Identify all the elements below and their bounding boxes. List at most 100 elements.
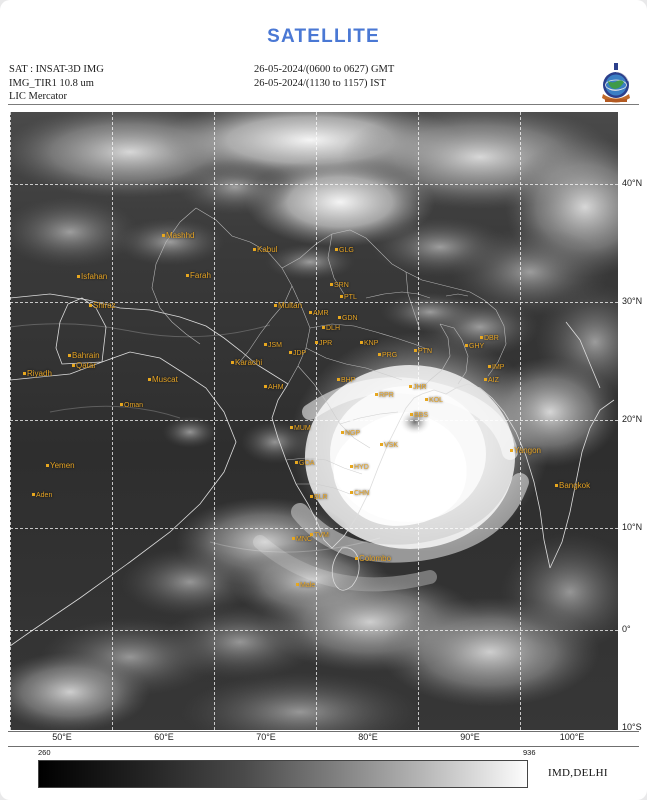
city-label-goa: GOA [295, 460, 315, 468]
city-label-text: JSM [268, 342, 282, 349]
city-label-text: AMR [313, 310, 329, 317]
lon-label-60e: 60°E [154, 732, 174, 742]
city-marker-icon [555, 484, 558, 487]
city-label-text: GHY [469, 343, 485, 350]
city-marker-icon [360, 341, 363, 344]
city-label-ptl: PTL [340, 294, 357, 302]
city-label-oman: Oman [120, 402, 143, 410]
city-label-text: BLR [314, 494, 328, 501]
time-gmt: 26-05-2024/(0600 to 0627) GMT [254, 64, 395, 75]
city-label-blr: BLR [310, 494, 328, 502]
city-label-ptn: PTN [414, 348, 432, 356]
lon-label-100e: 100°E [559, 732, 585, 742]
city-marker-icon [72, 364, 75, 367]
city-label-text: Muscat [152, 375, 178, 384]
colorbar-gradient [38, 760, 528, 788]
city-label-chn: CHN [350, 490, 369, 498]
city-label-muscat: Muscat [148, 376, 178, 384]
city-label-text: DBR [484, 335, 499, 342]
city-label-jsm: JSM [264, 342, 282, 350]
city-marker-icon [355, 557, 358, 560]
lat-label-10s: 10°S [622, 722, 642, 732]
city-marker-icon [340, 295, 343, 298]
gridline-lon-70 [214, 112, 215, 730]
city-marker-icon [465, 344, 468, 347]
axis-divider-top [8, 731, 639, 732]
city-label-text: TVM [314, 532, 329, 539]
city-marker-icon [77, 275, 80, 278]
longitude-axis: 50°E 60°E 70°E 80°E 90°E 100°E [10, 732, 618, 748]
city-label-dbr: DBR [480, 335, 499, 343]
city-label-yemen: Yemen [46, 462, 75, 470]
city-label-text: VSK [384, 442, 399, 449]
city-label-text: Aden [36, 492, 53, 499]
city-label-jpr: JPR [315, 340, 332, 348]
lat-label-30n: 30°N [622, 296, 643, 306]
city-marker-icon [186, 274, 189, 277]
city-marker-icon [338, 316, 341, 319]
city-label-text: MUM [294, 425, 311, 432]
city-label-riyadh: Riyadh [23, 370, 52, 378]
city-marker-icon [380, 443, 383, 446]
city-label-text: Farah [190, 271, 211, 280]
city-marker-icon [337, 378, 340, 381]
city-marker-icon [315, 341, 318, 344]
lon-label-70e: 70°E [256, 732, 276, 742]
city-label-rpr: RPR [375, 392, 394, 400]
city-label-text: KNP [364, 340, 379, 347]
lat-label-0: 0° [622, 624, 631, 634]
city-marker-icon [89, 304, 92, 307]
city-label-text: Male [300, 582, 316, 589]
city-label-isfahan: Isfahan [77, 273, 107, 281]
axis-divider-bottom [8, 746, 639, 747]
colorbar [38, 760, 528, 788]
city-label-hyd: HYD [350, 464, 369, 472]
city-label-tvm: TVM [310, 532, 329, 540]
satellite-image[interactable]: Mashhd Kabul Isfahan Farah Shiraz Multan GLG SR… [10, 112, 618, 730]
gridline-lon-100 [520, 112, 521, 730]
sat-channel-line: IMG_TIR1 10.8 um [9, 77, 94, 89]
city-label-text: Isfahan [81, 272, 108, 281]
city-label-bangkok: Bangkok [555, 482, 590, 490]
city-marker-icon [290, 426, 293, 429]
city-label-mnc: MNC [292, 536, 312, 544]
city-label-text: Kabul [257, 245, 278, 254]
city-label-text: HYD [354, 464, 369, 471]
city-label-text: RPR [379, 392, 394, 399]
city-label-imp: IMP [488, 364, 504, 372]
city-marker-icon [414, 349, 417, 352]
city-label-text: PTN [418, 348, 432, 355]
sat-name-line: SAT : INSAT-3D IMG [9, 64, 104, 75]
city-label-text: CHN [354, 490, 370, 497]
city-marker-icon [162, 234, 165, 237]
city-marker-icon [425, 398, 428, 401]
city-label-vsk: VSK [380, 442, 398, 450]
city-marker-icon [484, 378, 487, 381]
city-label-text: Yemen [50, 461, 75, 470]
gridline-lat-30 [10, 302, 618, 303]
city-marker-icon [68, 354, 71, 357]
city-marker-icon [264, 385, 267, 388]
time-ist: 26-05-2024/(1130 to 1157) IST [254, 77, 386, 89]
page-title: SATELLITE [267, 26, 380, 47]
city-label-text: GLG [339, 247, 354, 254]
city-label-qatar: Qatar [72, 362, 96, 370]
city-marker-icon [378, 353, 381, 356]
sat-projection-line: LIC Mercator [9, 91, 68, 102]
lon-label-50e: 50°E [52, 732, 72, 742]
gridline-lon-50 [10, 112, 11, 730]
city-label-aden: Aden [32, 492, 52, 500]
city-label-text: KOL [429, 397, 444, 404]
city-label-ahm: AHM [264, 384, 284, 392]
city-label-farah: Farah [186, 272, 211, 280]
city-marker-icon [480, 336, 483, 339]
city-marker-icon [23, 372, 26, 375]
city-label-knp: KNP [360, 340, 378, 348]
city-label-yangon: Yangon [510, 447, 541, 455]
city-label-mum: MUM [290, 425, 311, 433]
city-marker-icon [264, 343, 267, 346]
city-marker-icon [488, 365, 491, 368]
city-marker-icon [231, 361, 234, 364]
header-divider [8, 104, 639, 105]
